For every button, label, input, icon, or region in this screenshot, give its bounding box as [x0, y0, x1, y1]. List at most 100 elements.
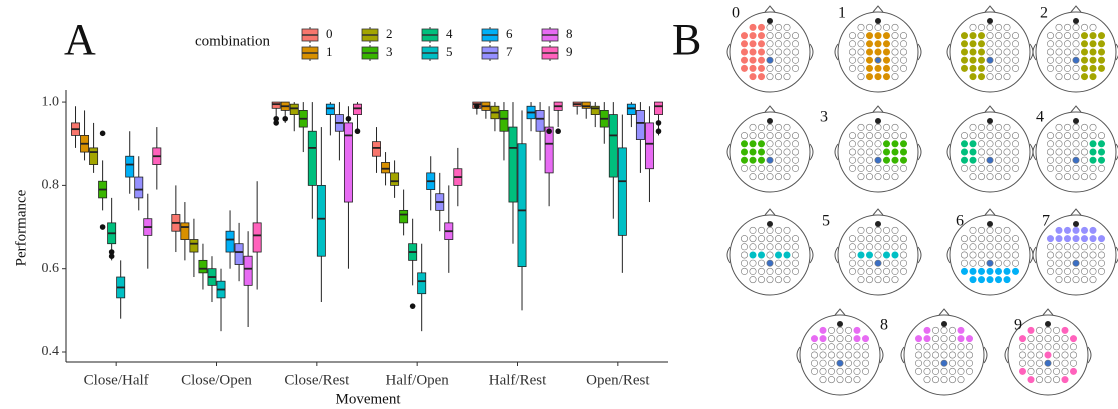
- electrode: [1070, 335, 1078, 343]
- electrode: [774, 123, 782, 131]
- electrode: [914, 335, 922, 343]
- electrode: [827, 367, 835, 375]
- electrode: [882, 148, 890, 156]
- box: [134, 176, 144, 199]
- reference: [1073, 118, 1079, 124]
- electrode: [977, 235, 985, 243]
- electrode: [948, 359, 956, 367]
- electrode: [819, 359, 827, 367]
- electrode: [749, 56, 757, 64]
- electrode: [1089, 226, 1097, 234]
- electrode: [1055, 32, 1063, 40]
- map-label: 1: [838, 5, 846, 22]
- electrode: [848, 156, 856, 164]
- electrode: [986, 56, 994, 64]
- electrode: [1064, 235, 1072, 243]
- electrode: [791, 64, 799, 72]
- head-ears: [1004, 308, 1092, 364]
- electrode: [749, 173, 757, 181]
- electrode: [1011, 164, 1019, 172]
- electrode: [774, 173, 782, 181]
- electrode: [857, 243, 865, 251]
- electrode: [986, 40, 994, 48]
- electrode: [766, 123, 774, 131]
- electrode: [899, 56, 907, 64]
- electrode: [1064, 243, 1072, 251]
- electrode: [774, 48, 782, 56]
- electrode: [791, 32, 799, 40]
- electrode: [865, 148, 873, 156]
- electrode: [969, 173, 977, 181]
- electrode: [957, 351, 965, 359]
- electrode: [757, 267, 765, 275]
- electrode: [853, 351, 861, 359]
- electrode: [865, 267, 873, 275]
- electrode: [1064, 259, 1072, 267]
- electrode: [1011, 267, 1019, 275]
- electrode: [969, 276, 977, 284]
- head-map: [834, 208, 922, 296]
- electrode: [857, 267, 865, 275]
- reference: [875, 221, 881, 227]
- box: [626, 103, 636, 115]
- electrode: [891, 164, 899, 172]
- electrode: [1047, 251, 1055, 259]
- electrode: [766, 48, 774, 56]
- head-map: [1032, 208, 1118, 296]
- electrode: [1018, 367, 1026, 375]
- electrode: [1064, 251, 1072, 259]
- electrode: [969, 156, 977, 164]
- map-label: 0: [732, 5, 740, 22]
- electrode: [977, 23, 985, 31]
- electrode: [960, 32, 968, 40]
- electrode: [749, 235, 757, 243]
- electrode: [874, 73, 882, 81]
- electrode: [882, 140, 890, 148]
- electrode: [874, 64, 882, 72]
- electrode: [1072, 132, 1080, 140]
- electrode: [899, 132, 907, 140]
- electrode: [791, 164, 799, 172]
- electrode: [783, 226, 791, 234]
- electrode: [923, 326, 931, 334]
- box: [289, 103, 299, 115]
- electrode: [931, 343, 939, 351]
- electrode: [1047, 132, 1055, 140]
- electrode: [874, 259, 882, 267]
- electrode: [1081, 235, 1089, 243]
- electrode: [791, 148, 799, 156]
- box: [535, 110, 545, 132]
- y-axis-title: Performance: [13, 189, 29, 266]
- box: [635, 110, 645, 140]
- electrode: [774, 64, 782, 72]
- reference: [987, 221, 993, 227]
- electrode: [1003, 23, 1011, 31]
- electrode: [1003, 140, 1011, 148]
- electrode: [1072, 123, 1080, 131]
- electrode: [865, 23, 873, 31]
- electrode: [914, 343, 922, 351]
- electrode: [848, 64, 856, 72]
- electrode: [882, 132, 890, 140]
- electrode: [791, 40, 799, 48]
- electrode: [882, 267, 890, 275]
- electrode: [1027, 376, 1035, 384]
- map-label: 9: [1014, 317, 1022, 334]
- electrode: [1098, 148, 1106, 156]
- electrode: [874, 243, 882, 251]
- electrode: [1070, 351, 1078, 359]
- box: [617, 147, 627, 236]
- electrode: [940, 367, 948, 375]
- outlier: [354, 128, 361, 135]
- electrode: [1089, 156, 1097, 164]
- electrode: [891, 132, 899, 140]
- electrode: [994, 267, 1002, 275]
- outlier: [409, 303, 416, 309]
- box: [399, 209, 409, 224]
- electrode: [1011, 32, 1019, 40]
- box: [180, 222, 190, 240]
- electrode: [1047, 40, 1055, 48]
- electrode: [791, 132, 799, 140]
- y-tick-label: 0.8: [42, 178, 60, 193]
